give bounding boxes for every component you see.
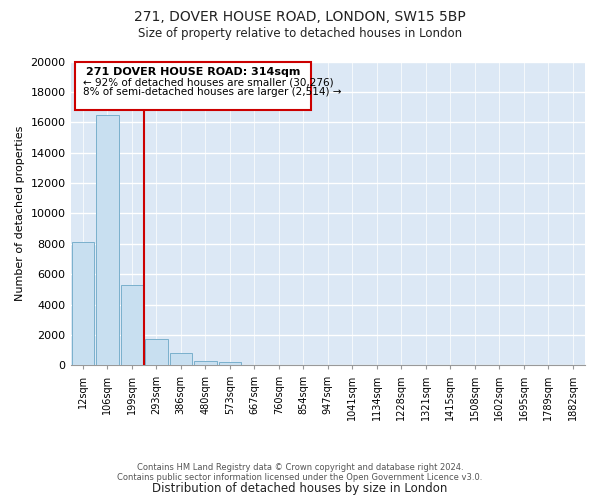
Bar — [96, 114, 119, 366]
Text: Size of property relative to detached houses in London: Size of property relative to detached ho… — [138, 28, 462, 40]
Text: 271, DOVER HOUSE ROAD, LONDON, SW15 5BP: 271, DOVER HOUSE ROAD, LONDON, SW15 5BP — [134, 10, 466, 24]
Text: 8% of semi-detached houses are larger (2,514) →: 8% of semi-detached houses are larger (2… — [83, 88, 341, 98]
Text: ← 92% of detached houses are smaller (30,276): ← 92% of detached houses are smaller (30… — [83, 78, 334, 88]
Bar — [145, 339, 167, 365]
Text: 271 DOVER HOUSE ROAD: 314sqm: 271 DOVER HOUSE ROAD: 314sqm — [86, 67, 300, 77]
Bar — [170, 354, 192, 366]
Bar — [121, 285, 143, 366]
Bar — [71, 242, 94, 366]
Text: Contains HM Land Registry data © Crown copyright and database right 2024.: Contains HM Land Registry data © Crown c… — [137, 464, 463, 472]
Bar — [194, 361, 217, 366]
FancyBboxPatch shape — [76, 62, 311, 110]
Bar — [218, 362, 241, 366]
Text: Contains public sector information licensed under the Open Government Licence v3: Contains public sector information licen… — [118, 474, 482, 482]
Y-axis label: Number of detached properties: Number of detached properties — [15, 126, 25, 301]
Text: Distribution of detached houses by size in London: Distribution of detached houses by size … — [152, 482, 448, 495]
